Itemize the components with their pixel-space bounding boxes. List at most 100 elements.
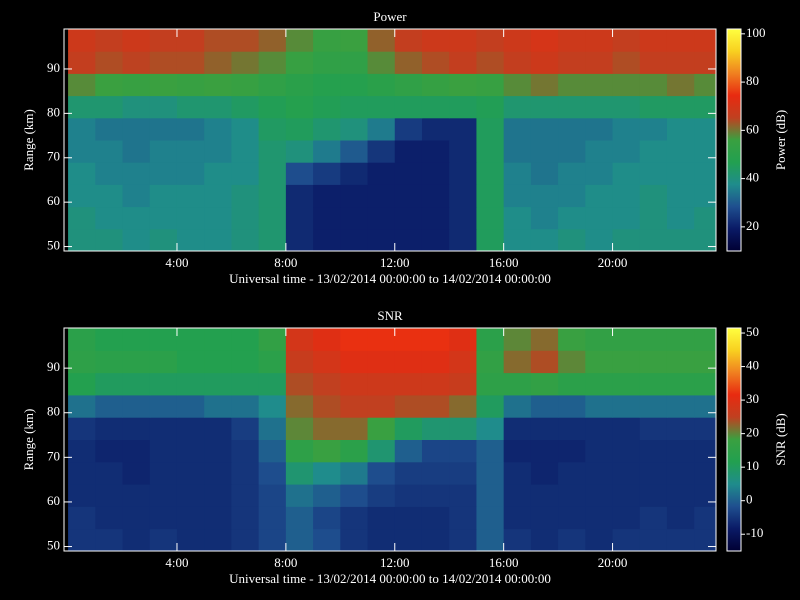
heatmap-cell	[612, 73, 641, 97]
heatmap-cell	[258, 417, 287, 440]
heatmap-cell	[367, 29, 396, 52]
heatmap-cell	[394, 29, 423, 52]
heatmap-cell	[95, 29, 124, 52]
heatmap-cell	[476, 206, 505, 230]
heatmap-cell	[476, 506, 505, 530]
heatmap-cell	[476, 528, 505, 551]
heatmap-cell	[558, 162, 586, 185]
heatmap-cell	[639, 184, 668, 208]
x-tick-label: 20:00	[598, 255, 628, 270]
heatmap-cell	[449, 162, 477, 185]
heatmap-cell	[612, 162, 641, 185]
heatmap-cell	[639, 95, 668, 119]
heatmap-cell	[666, 439, 695, 463]
heatmap-cell	[340, 394, 369, 418]
heatmap-cell	[666, 461, 695, 485]
heatmap-cell	[204, 528, 232, 551]
heatmap-cell	[231, 394, 260, 418]
x-axis-label: Universal time - 13/02/2014 00:00:00 to …	[229, 571, 551, 586]
heatmap-cell	[204, 417, 232, 440]
heatmap-cell	[149, 394, 178, 418]
heatmap-cell	[285, 484, 314, 507]
heatmap-cell	[122, 528, 151, 551]
heatmap-cell	[285, 439, 314, 463]
heatmap-cell	[694, 328, 716, 351]
heatmap-cell	[231, 162, 260, 185]
heatmap-cell	[558, 484, 586, 507]
heatmap-cell	[585, 140, 614, 163]
heatmap-cell	[612, 350, 641, 374]
heatmap-cell	[149, 372, 178, 396]
heatmap-cell	[149, 484, 178, 507]
heatmap-cell	[149, 184, 178, 208]
heatmap-cell	[476, 73, 505, 97]
heatmap-cell	[476, 394, 505, 418]
heatmap-cell	[449, 528, 477, 551]
heatmap-cell	[95, 394, 124, 418]
heatmap-cell	[449, 417, 477, 440]
heatmap-cell	[503, 184, 532, 208]
heatmap-cell	[694, 162, 716, 185]
heatmap-cell	[503, 394, 532, 418]
y-tick-label: 60	[47, 193, 60, 208]
colorbar-label: SNR (dB)	[773, 413, 788, 465]
heatmap-cell	[558, 461, 586, 485]
heatmap-cell	[176, 506, 205, 530]
heatmap-cell	[558, 184, 586, 208]
colorbar-tick-label: -10	[746, 525, 763, 540]
heatmap-cell	[585, 372, 614, 396]
heatmap-cell	[394, 51, 423, 74]
y-axis-label: Range (km)	[21, 409, 36, 471]
heatmap-cell	[394, 528, 423, 551]
heatmap-cell	[503, 140, 532, 163]
heatmap-cell	[367, 350, 396, 374]
heatmap-cell	[313, 506, 341, 530]
heatmap-cell	[258, 372, 287, 396]
heatmap-cell	[149, 506, 178, 530]
heatmap-cell	[258, 184, 287, 208]
heatmap-cell	[394, 117, 423, 141]
heatmap-cell	[258, 528, 287, 551]
heatmap-cell	[95, 484, 124, 507]
heatmap-cell	[530, 29, 559, 52]
heatmap-cell	[367, 528, 396, 551]
heatmap-cell	[340, 350, 369, 374]
heatmap-cell	[694, 484, 716, 507]
heatmap-cell	[204, 162, 232, 185]
heatmap-cell	[231, 206, 260, 230]
heatmap-cell	[149, 117, 178, 141]
heatmap-cell	[449, 51, 477, 74]
heatmap-cell	[204, 51, 232, 74]
heatmap-cell	[231, 29, 260, 52]
heatmap-cell	[530, 484, 559, 507]
heatmap-cell	[367, 439, 396, 463]
heatmap-cell	[558, 528, 586, 551]
heatmap-cell	[68, 484, 96, 507]
heatmap-cell	[694, 506, 716, 530]
heatmap-cell	[204, 73, 232, 97]
heatmap-cell	[530, 328, 559, 351]
y-tick-label: 80	[47, 404, 60, 419]
heatmap-cell	[558, 372, 586, 396]
heatmap-cell	[204, 484, 232, 507]
heatmap-cell	[585, 51, 614, 74]
heatmap-cell	[666, 162, 695, 185]
heatmap-cell	[666, 506, 695, 530]
heatmap-cell	[68, 206, 96, 230]
heatmap-cell	[394, 73, 423, 97]
heatmap-cell	[530, 528, 559, 551]
heatmap-cell	[313, 484, 341, 507]
heatmap-cell	[558, 73, 586, 97]
heatmap-cell	[285, 506, 314, 530]
heatmap-cell	[340, 206, 369, 230]
heatmap-cell	[421, 162, 450, 185]
heatmap-cell	[258, 484, 287, 507]
heatmap-cell	[340, 439, 369, 463]
heatmap-cell	[313, 95, 341, 119]
x-tick-label: 20:00	[598, 555, 628, 570]
heatmap-cell	[421, 206, 450, 230]
heatmap-cell	[176, 73, 205, 97]
heatmap-cell	[694, 184, 716, 208]
heatmap-cell	[530, 162, 559, 185]
heatmap-cell	[204, 95, 232, 119]
